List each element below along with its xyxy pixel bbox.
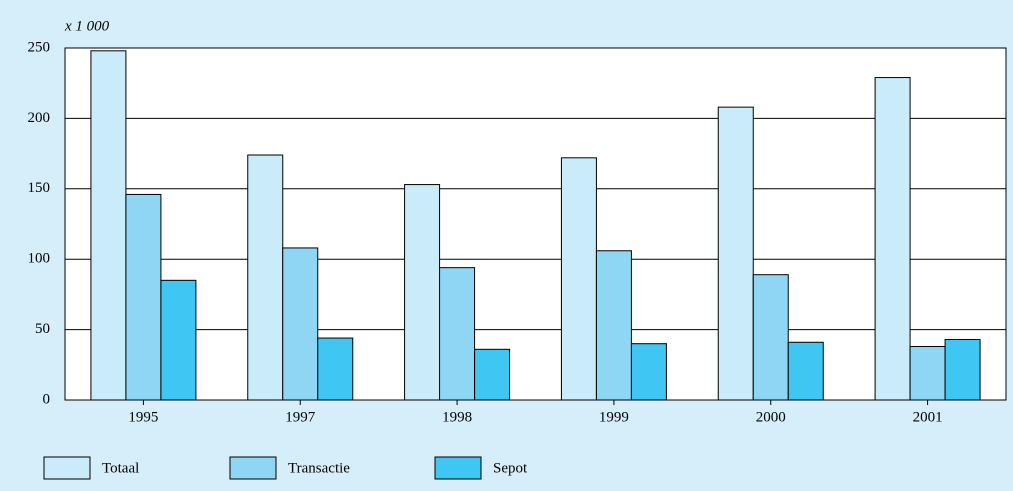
x-tick-label: 1998: [442, 409, 472, 425]
bar: [717, 106, 754, 401]
plot-area: [64, 47, 1007, 401]
y-tick-label: 50: [35, 321, 50, 337]
y-unit-label: x 1 000: [64, 18, 110, 34]
bar: [874, 77, 911, 401]
legend-swatch: [229, 456, 277, 480]
y-tick-label: 100: [28, 251, 51, 267]
legend-swatch: [43, 456, 91, 480]
bar: [404, 184, 441, 401]
bar: [90, 50, 127, 401]
bar: [630, 343, 667, 401]
y-tick-label: 200: [28, 110, 51, 126]
x-tick-label: 1995: [128, 409, 158, 425]
legend-label: Sepot: [493, 460, 528, 476]
bar: [944, 338, 981, 401]
bar: [560, 157, 597, 401]
bar: [282, 247, 319, 401]
y-tick-label: 0: [43, 391, 51, 407]
x-tick-label: 1997: [285, 409, 316, 425]
x-tick-label: 2000: [756, 409, 786, 425]
bar: [752, 274, 789, 401]
x-tick-label: 2001: [913, 409, 943, 425]
bar: [247, 154, 284, 401]
y-tick-label: 150: [28, 180, 51, 196]
legend-label: Transactie: [288, 460, 350, 476]
bar: [439, 267, 476, 401]
bar: [474, 348, 511, 401]
bar: [787, 341, 824, 401]
legend-swatch: [434, 456, 482, 480]
bar: [909, 345, 946, 401]
bar: [160, 279, 197, 401]
y-tick-label: 250: [28, 39, 51, 55]
bar: [595, 250, 632, 401]
bar: [317, 337, 354, 401]
legend-label: Totaal: [102, 460, 139, 476]
bar: [125, 193, 162, 401]
x-tick-label: 1999: [599, 409, 629, 425]
